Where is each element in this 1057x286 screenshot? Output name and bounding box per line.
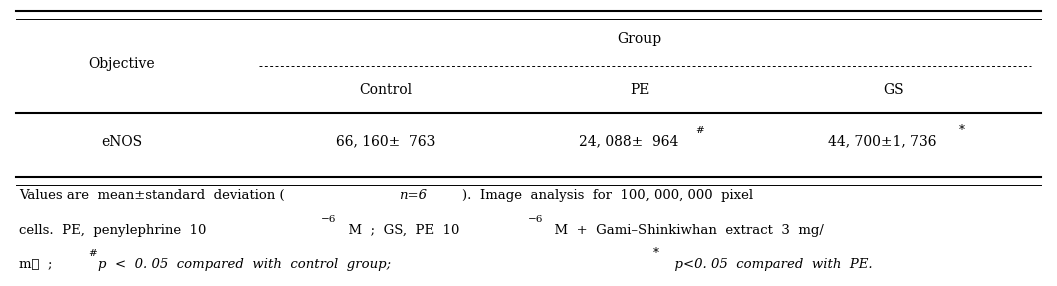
Text: Group: Group [617, 32, 662, 45]
Text: Objective: Objective [88, 57, 155, 71]
Text: −6: −6 [321, 215, 337, 224]
Text: 66, 160±  763: 66, 160± 763 [336, 135, 435, 148]
Text: cells.  PE,  penylephrine  10: cells. PE, penylephrine 10 [19, 224, 206, 237]
Text: PE: PE [630, 83, 649, 97]
Text: ).  Image  analysis  for  100, 000, 000  pixel: ). Image analysis for 100, 000, 000 pixe… [462, 189, 753, 202]
Text: #: # [696, 126, 704, 135]
Text: p<0. 05  compared  with  PE.: p<0. 05 compared with PE. [666, 258, 872, 271]
Text: 44, 700±1, 736: 44, 700±1, 736 [829, 135, 937, 148]
Text: mℓ  ;: mℓ ; [19, 258, 57, 271]
Text: GS: GS [883, 83, 904, 97]
Text: eNOS: eNOS [101, 135, 142, 148]
Text: 24, 088±  964: 24, 088± 964 [579, 135, 679, 148]
Text: #: # [88, 249, 96, 258]
Text: Values are  mean±standard  deviation (: Values are mean±standard deviation ( [19, 189, 284, 202]
Text: M  ;  GS,  PE  10: M ; GS, PE 10 [340, 224, 460, 237]
Text: −6: −6 [527, 215, 543, 224]
Text: *: * [653, 247, 660, 260]
Text: Control: Control [359, 83, 412, 97]
Text: M  +  Gami–Shinkiwhan  extract  3  mg/: M + Gami–Shinkiwhan extract 3 mg/ [546, 224, 824, 237]
Text: n=6: n=6 [400, 189, 427, 202]
Text: p  <  0. 05  compared  with  control  group;: p < 0. 05 compared with control group; [98, 258, 395, 271]
Text: *: * [959, 124, 965, 137]
